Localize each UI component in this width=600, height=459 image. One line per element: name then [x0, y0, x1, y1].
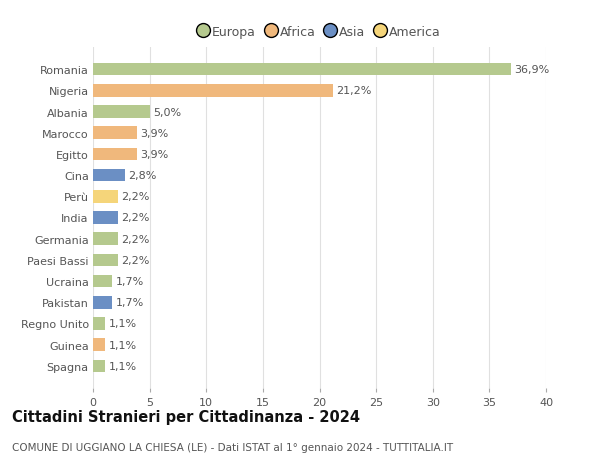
Text: Cittadini Stranieri per Cittadinanza - 2024: Cittadini Stranieri per Cittadinanza - 2… [12, 409, 360, 425]
Text: 1,1%: 1,1% [109, 361, 137, 371]
Text: 2,8%: 2,8% [128, 171, 157, 181]
Text: 36,9%: 36,9% [514, 65, 550, 75]
Bar [93, 318, 106, 330]
Text: 1,7%: 1,7% [116, 297, 144, 308]
Text: COMUNE DI UGGIANO LA CHIESA (LE) - Dati ISTAT al 1° gennaio 2024 - TUTTITALIA.IT: COMUNE DI UGGIANO LA CHIESA (LE) - Dati … [12, 442, 453, 452]
Bar [93, 148, 137, 161]
Text: 2,2%: 2,2% [121, 255, 149, 265]
Text: 1,7%: 1,7% [116, 276, 144, 286]
Text: 1,1%: 1,1% [109, 319, 137, 329]
Bar [93, 85, 333, 97]
Bar [93, 190, 118, 203]
Bar [93, 360, 106, 372]
Bar [93, 296, 112, 309]
Text: 2,2%: 2,2% [121, 213, 149, 223]
Bar [93, 127, 137, 140]
Legend: Europa, Africa, Asia, America: Europa, Africa, Asia, America [193, 21, 446, 44]
Text: 2,2%: 2,2% [121, 192, 149, 202]
Text: 3,9%: 3,9% [140, 150, 169, 160]
Bar [93, 64, 511, 76]
Text: 21,2%: 21,2% [337, 86, 372, 96]
Bar [93, 106, 149, 118]
Bar [93, 254, 118, 267]
Bar [93, 212, 118, 224]
Bar [93, 233, 118, 246]
Bar [93, 169, 125, 182]
Text: 3,9%: 3,9% [140, 129, 169, 139]
Text: 1,1%: 1,1% [109, 340, 137, 350]
Text: 2,2%: 2,2% [121, 234, 149, 244]
Bar [93, 339, 106, 351]
Bar [93, 275, 112, 288]
Text: 5,0%: 5,0% [153, 107, 181, 117]
